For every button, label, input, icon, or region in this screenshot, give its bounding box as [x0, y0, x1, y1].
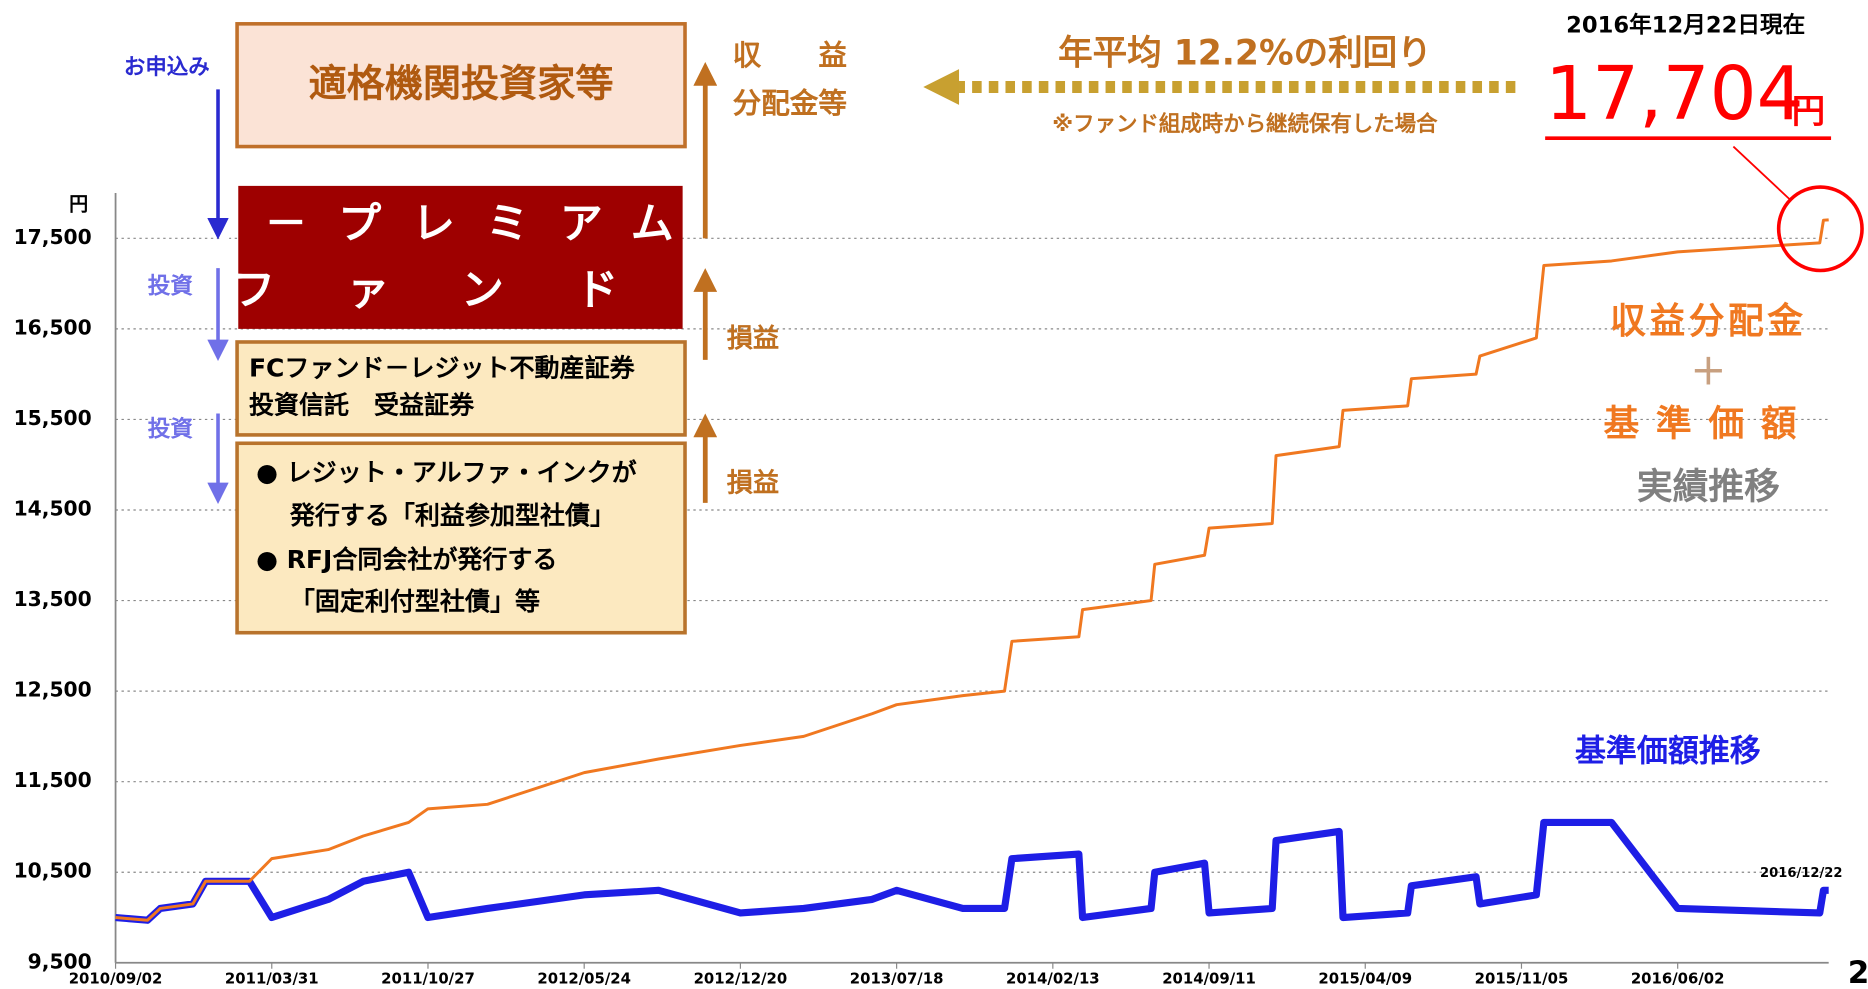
legend-orange-sub: 実績推移: [1637, 467, 1780, 508]
pl: 損益: [727, 324, 779, 354]
y-tick-label: 15,500: [14, 406, 92, 430]
end-date-label: 2016/12/22: [1760, 866, 1842, 881]
x-tick-label: 2013/07/18: [850, 969, 944, 987]
yield: 年平均 12.2%の利回り: [1058, 33, 1432, 73]
fund-name: ファンド: [232, 266, 689, 316]
as-of: 2016年12月22日現在: [1566, 12, 1805, 39]
yield-note: ※ファンド組成時から継続保有した場合: [1052, 111, 1438, 137]
trust: 投資信託 受益証券: [249, 390, 475, 419]
pl: 損益: [727, 468, 779, 498]
y-tick-label: 16,500: [14, 315, 92, 339]
x-tick-label: 2011/03/31: [225, 969, 319, 987]
fund-box: [238, 185, 683, 329]
fund-name: J－プレミアム: [215, 199, 705, 249]
series-line: [115, 818, 1829, 924]
x-tick-label: 2014/09/11: [1162, 969, 1256, 987]
y-unit: 円: [69, 193, 88, 215]
bond: 「固定利付型社債」等: [256, 587, 540, 616]
invest: 投資: [148, 273, 194, 300]
series-line: [115, 218, 1829, 922]
x-tick-label: 2015/04/09: [1318, 969, 1412, 987]
y-tick-label: 14,500: [14, 496, 92, 520]
x-tick-label: 2015/11/05: [1475, 969, 1569, 987]
bonds-box: [235, 441, 687, 635]
bond: ● RFJ合同会社が発行する: [256, 545, 557, 574]
latest-value: 17,704: [1545, 51, 1803, 137]
return: 分配金等: [733, 86, 847, 120]
bond: ● レジット・アルファ・インクが: [256, 458, 636, 487]
bond: 発行する「利益参加型社債」: [256, 501, 615, 530]
y-tick-label: 10,500: [14, 859, 92, 883]
apply: お申込み: [124, 55, 210, 80]
y-tick-label: 11,500: [14, 768, 92, 792]
investor-box: [235, 22, 687, 149]
highlight: [1776, 185, 1864, 273]
return: 収 益: [733, 38, 847, 72]
x-tick-label: 2012/05/24: [537, 969, 631, 987]
x-tick-label: 2016/06/02: [1631, 969, 1725, 987]
legend-orange: 収益分配金: [1610, 301, 1807, 342]
x-tick-label: 2010/09/02: [69, 969, 163, 987]
legend-blue: 基準価額推移: [1575, 734, 1761, 770]
trust-box: [235, 340, 687, 437]
y-tick-label: 17,500: [14, 225, 92, 249]
yield-arrowhead: [923, 69, 960, 105]
x-tick-label: 2011/10/27: [381, 969, 475, 987]
legend-orange: 基準価額: [1604, 403, 1814, 444]
plot: 9,500 10,500 11,500 12,500 13,500 14,500 15,50…: [14, 193, 1829, 987]
y-tick-label: 13,500: [14, 587, 92, 611]
pointer: [1732, 145, 1790, 200]
trust: FCファンド－レジット不動産証券: [249, 353, 636, 382]
investor: 適格機関投資家等: [309, 61, 614, 105]
page-number: 2: [1848, 955, 1868, 989]
y-tick-label: 12,500: [14, 678, 92, 702]
y-tick-label: 9,500: [28, 949, 92, 973]
x-tick-label: 2012/12/20: [694, 969, 788, 987]
invest: 投資: [148, 416, 194, 443]
latest-unit: 円: [1792, 92, 1825, 131]
legend-orange: ＋: [1690, 352, 1726, 393]
x-tick-label: 2014/02/13: [1006, 969, 1100, 987]
